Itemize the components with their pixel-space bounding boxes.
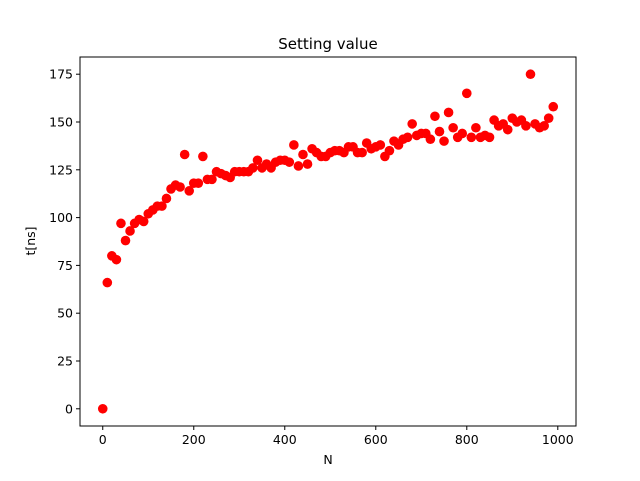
data-point [184,186,195,196]
data-point [525,69,536,80]
data-point [357,147,367,158]
data-point [471,122,481,133]
data-point [457,128,468,139]
data-point [161,193,172,204]
data-point [502,124,513,135]
chart-title: Setting value [278,35,377,53]
data-point [175,182,185,192]
data-point [289,140,299,150]
data-point [179,149,190,160]
y-axis-label: t[ns] [23,226,38,255]
x-tick-label: 600 [364,432,388,447]
data-point [111,254,122,265]
data-point [198,151,208,162]
data-point [539,121,549,131]
data-point [193,178,204,188]
data-point [298,149,308,160]
data-point [430,111,440,122]
data-point [548,101,559,112]
y-tick-label: 175 [49,67,73,82]
data-point [439,136,449,146]
y-tick-label: 50 [57,306,73,321]
y-tick-label: 100 [49,210,73,225]
data-point [157,201,167,211]
data-point [461,88,472,99]
data-point [443,107,454,118]
data-point [284,157,295,167]
data-point [138,216,149,227]
data-point [434,126,445,137]
data-point [207,174,217,185]
data-point [97,403,108,414]
y-tick-label: 75 [57,258,73,273]
data-point [252,155,263,166]
data-point [425,134,436,145]
x-axis-ticks: 0 200 400 600 800 1000 [99,426,574,447]
y-tick-label: 125 [49,162,73,177]
y-tick-label: 0 [65,401,73,416]
x-tick-label: 800 [455,432,479,447]
data-point [402,132,413,143]
data-point [521,121,531,131]
x-tick-label: 400 [273,432,297,447]
data-point [116,218,126,229]
data-point [448,122,458,133]
y-tick-label: 25 [57,353,73,368]
data-points [97,69,559,414]
y-axis-ticks: 0 25 50 75 100 125 150 175 [49,67,80,416]
x-tick-label: 1000 [542,432,574,447]
data-point [302,159,313,169]
x-tick-label: 0 [99,432,107,447]
data-point [543,113,554,123]
x-tick-label: 200 [182,432,206,447]
data-point [407,119,417,129]
data-point [466,132,477,143]
data-point [120,235,131,246]
data-point [384,145,395,156]
plot-frame [79,56,577,427]
data-point [102,277,113,288]
x-axis-label: N [323,452,332,467]
data-point [484,132,495,143]
data-point [375,140,386,150]
y-tick-label: 150 [49,115,73,130]
data-point [125,226,135,236]
data-point [248,163,258,173]
data-point [293,161,304,171]
